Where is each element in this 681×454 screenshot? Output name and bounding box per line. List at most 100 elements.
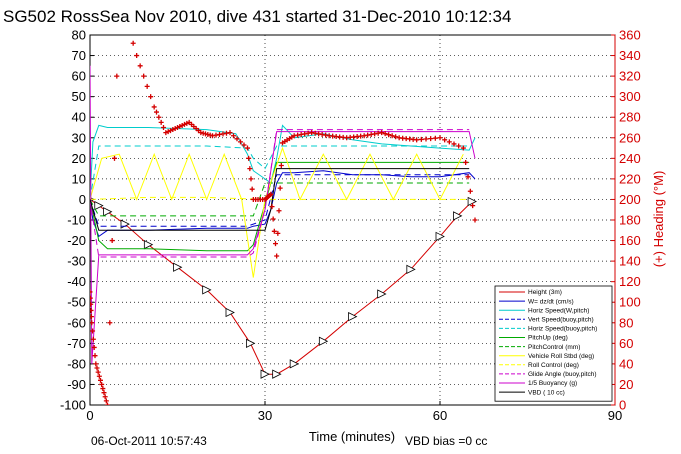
heading-marker [277, 185, 283, 191]
heading-marker [95, 369, 101, 375]
height-marker [453, 211, 463, 221]
heading-marker [102, 394, 108, 400]
heading-marker [154, 109, 159, 115]
y-right-tick-label: 0 [619, 398, 626, 413]
y-right-tick-label: 240 [619, 151, 641, 166]
legend-item-label: Roll Control (deg) [528, 362, 579, 369]
heading-marker [389, 133, 395, 139]
heading-marker [234, 136, 240, 142]
heading-marker [107, 320, 113, 326]
series-line-8 [90, 196, 470, 200]
y-right-tick-label: 340 [619, 48, 641, 63]
heading-marker [269, 204, 275, 210]
y-tick-label: -80 [67, 356, 86, 371]
heading-marker [151, 104, 157, 110]
height-marker [143, 240, 154, 250]
height-marker [377, 289, 387, 299]
legend-item-label: Vert Speed(buoy,pitch) [528, 317, 594, 324]
y-tick-label: 40 [72, 110, 86, 125]
y-right-tick-label: 80 [619, 315, 633, 330]
y-right-tick-label: 40 [619, 356, 633, 371]
heading-marker [393, 134, 399, 140]
heading-marker [141, 73, 147, 79]
y-right-tick-label: 100 [619, 295, 641, 310]
y-right-tick-label: 220 [619, 171, 641, 186]
heading-marker [90, 336, 96, 342]
legend-item-label: Glide Angle (buoy,pitch) [528, 371, 597, 378]
heading-marker [247, 166, 253, 172]
chart-title: SG502 RossSea Nov 2010, dive 431 started… [3, 7, 511, 26]
heading-marker [90, 314, 94, 320]
heading-marker [112, 155, 117, 161]
heading-marker [114, 73, 120, 79]
heading-marker [423, 136, 429, 142]
heading-marker [472, 217, 478, 223]
y-axis-label-right: (+) Heading (°M) [651, 171, 666, 268]
y-tick-label: -60 [67, 315, 86, 330]
heading-marker [92, 353, 98, 359]
y-tick-label: 10 [72, 171, 86, 186]
heading-marker [231, 133, 236, 139]
series-line-9 [90, 129, 470, 258]
footer-vbd-bias: VBD bias =0 cc [405, 434, 487, 448]
height-marker [435, 231, 445, 242]
y-right-tick-label: 120 [619, 274, 641, 289]
heading-marker [428, 136, 434, 142]
heading-marker [268, 191, 274, 197]
heading-marker [446, 139, 452, 145]
heading-marker [249, 186, 255, 192]
series-line-4 [90, 145, 470, 200]
heading-marker [90, 328, 96, 334]
heading-marker [241, 142, 247, 148]
legend-item-label: Horiz Speed(W,pitch) [528, 307, 589, 314]
y-tick-label: 50 [72, 89, 86, 104]
y-tick-label: -40 [67, 274, 86, 289]
y-right-tick-label: 160 [619, 233, 641, 248]
y-right-tick-label: 140 [619, 254, 641, 269]
y-right-tick-label: 300 [619, 89, 641, 104]
heading-marker [227, 130, 233, 136]
height-marker [202, 285, 212, 295]
y-tick-label: 80 [72, 28, 86, 43]
legend-item-label: Height (3m) [528, 289, 562, 296]
heading-marker [276, 208, 282, 214]
y-right-tick-label: 60 [619, 336, 633, 351]
height-marker [94, 200, 104, 211]
heading-marker [90, 289, 93, 295]
heading-marker [105, 402, 110, 405]
legend-box [494, 285, 613, 402]
heading-marker [451, 141, 457, 147]
height-marker [272, 369, 282, 379]
heading-marker [238, 139, 243, 145]
series-line-10 [90, 65, 476, 364]
heading-marker [437, 135, 443, 141]
y-tick-label: -50 [67, 295, 86, 310]
legend-item-label: Horiz Speed(buoy,pitch) [528, 326, 597, 333]
heading-marker [456, 143, 462, 149]
heading-marker [93, 361, 99, 367]
heading-marker [101, 390, 107, 396]
y-right-tick-label: 20 [619, 377, 633, 392]
heading-marker [463, 159, 469, 165]
y-tick-label: 60 [72, 69, 86, 84]
height-marker [318, 336, 329, 346]
y-tick-label: -30 [67, 254, 86, 269]
heading-marker [98, 377, 103, 383]
heading-marker [144, 83, 150, 89]
heading-marker [99, 381, 105, 387]
legend-item-label: VBD ( 10 cc) [528, 389, 565, 396]
legend: Height (3m) W= dz/dt (cm/s) Horiz Speed(W,… [494, 285, 613, 402]
x-tick-label: 60 [433, 408, 447, 423]
heading-marker [278, 163, 284, 169]
series-line-11 [90, 168, 470, 231]
heading-marker [137, 63, 143, 69]
heading-marker [248, 176, 254, 182]
heading-marker [382, 131, 388, 137]
heading-marker [161, 125, 166, 130]
legend-item-label: PitchUp (deg) [528, 335, 568, 342]
y-tick-label: -70 [67, 336, 86, 351]
series-line-7 [90, 146, 464, 278]
y-right-tick-label: 360 [619, 28, 641, 43]
y-tick-label: -20 [67, 233, 86, 248]
